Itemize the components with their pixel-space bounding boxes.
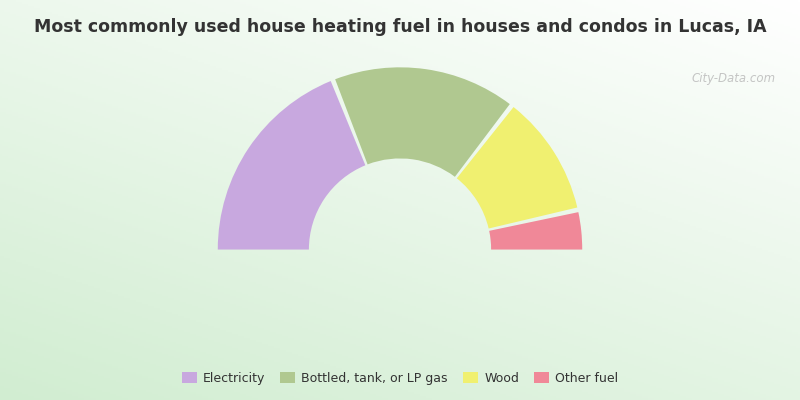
Text: Most commonly used house heating fuel in houses and condos in Lucas, IA: Most commonly used house heating fuel in… (34, 18, 766, 36)
Wedge shape (218, 81, 366, 250)
Wedge shape (489, 212, 582, 250)
Wedge shape (335, 67, 510, 177)
Wedge shape (457, 107, 578, 228)
Text: City-Data.com: City-Data.com (692, 72, 776, 85)
Legend: Electricity, Bottled, tank, or LP gas, Wood, Other fuel: Electricity, Bottled, tank, or LP gas, W… (177, 367, 623, 390)
